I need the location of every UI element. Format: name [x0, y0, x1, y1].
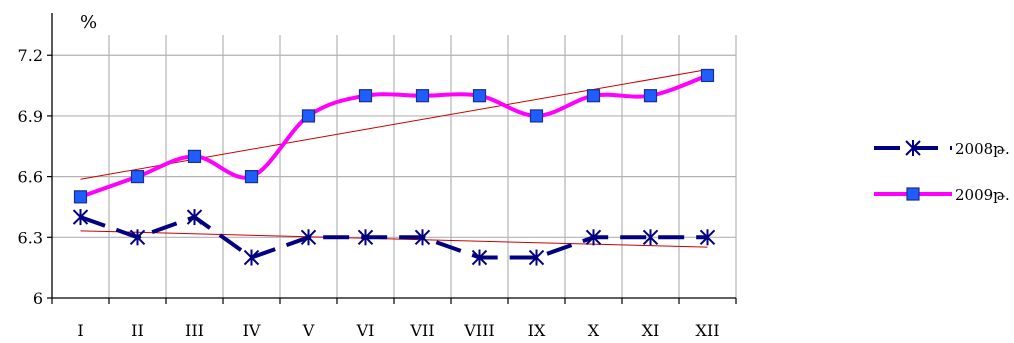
x-tick-label: IX	[528, 321, 546, 340]
legend-swatch-marker	[905, 140, 921, 156]
data-point	[301, 109, 316, 123]
x-tick-label: VIII	[463, 321, 495, 340]
data-point	[700, 68, 715, 83]
data-point	[472, 89, 487, 103]
y-tick-label: 6.3	[18, 228, 43, 247]
y-tick-label: 7.2	[18, 46, 43, 65]
legend-label: 2008թ.	[955, 140, 1010, 158]
data-point	[187, 149, 202, 163]
x-tick-label: VI	[356, 321, 375, 340]
series-group	[72, 68, 716, 266]
x-tick-label: XII	[695, 321, 719, 340]
y-tick-label: 6.9	[18, 107, 43, 126]
data-point	[699, 229, 716, 246]
data-point	[73, 190, 88, 204]
data-point	[414, 229, 431, 246]
data-point	[643, 89, 658, 103]
data-point	[186, 209, 203, 226]
x-tick-label: V	[302, 321, 315, 340]
data-point	[471, 249, 488, 266]
y-tick-label: 6	[33, 289, 43, 308]
legend-swatch-marker	[906, 187, 920, 201]
legend-item-1: 2008թ.	[874, 140, 1010, 158]
data-point	[586, 89, 601, 103]
data-point	[72, 209, 89, 226]
data-point	[243, 249, 260, 266]
y-axis-unit-label: %	[80, 12, 97, 33]
x-tick-label: III	[185, 321, 204, 340]
x-tick-label: VII	[409, 321, 434, 340]
x-tick-label: XI	[642, 321, 660, 340]
x-axis-ticks: I II III IV V VI VII VIII IX X XI XII	[51, 298, 737, 340]
data-point	[300, 229, 317, 246]
data-point	[528, 249, 545, 266]
data-point	[130, 170, 145, 184]
x-tick-label: II	[131, 321, 144, 340]
data-point	[357, 229, 374, 246]
grid-lines	[52, 35, 737, 298]
data-point	[244, 170, 259, 184]
series-2	[73, 68, 715, 204]
x-tick-label: I	[77, 321, 83, 340]
legend-item-2: 2009թ.	[874, 186, 1010, 204]
y-axis-ticks: 6 6.3 6.6 6.9 7.2	[18, 46, 52, 308]
data-point	[642, 229, 659, 246]
data-point	[358, 89, 373, 103]
y-tick-label: 6.6	[18, 168, 43, 187]
series-line	[79, 214, 708, 260]
data-point	[415, 89, 430, 103]
data-point	[129, 229, 146, 246]
trend-lines	[80, 69, 708, 248]
legend-label: 2009թ.	[955, 186, 1010, 204]
trend-line-2	[80, 69, 708, 180]
x-tick-label: X	[588, 321, 600, 340]
data-point	[585, 229, 602, 246]
trend-line-1	[80, 230, 708, 248]
series-1	[72, 209, 716, 266]
legend: 2008թ. 2009թ.	[874, 140, 1010, 204]
x-tick-label: IV	[243, 321, 261, 340]
data-point	[529, 109, 544, 123]
